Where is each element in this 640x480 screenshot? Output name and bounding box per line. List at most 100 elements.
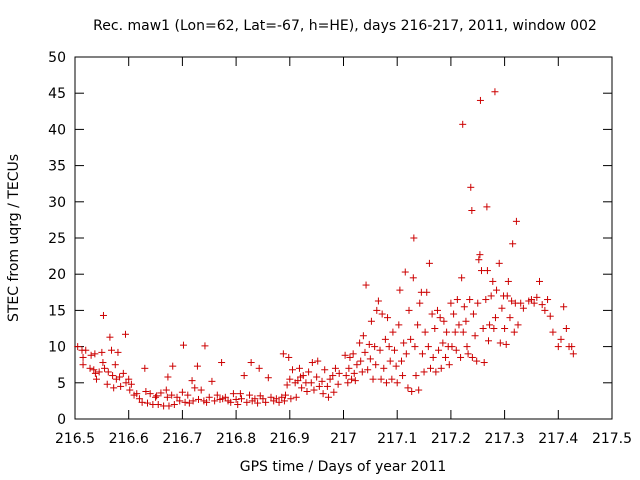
data-point — [447, 299, 455, 307]
data-point — [509, 240, 517, 248]
data-point — [162, 386, 170, 394]
data-point — [178, 388, 186, 396]
data-point — [568, 343, 576, 351]
data-point — [321, 366, 329, 374]
data-point — [463, 343, 471, 351]
data-point — [334, 380, 342, 388]
data-point — [364, 366, 372, 374]
data-point — [464, 350, 472, 358]
data-point — [404, 384, 412, 392]
data-point — [341, 351, 349, 359]
data-point — [384, 314, 392, 322]
data-point — [138, 398, 146, 406]
data-point — [305, 368, 313, 376]
data-point — [101, 364, 109, 372]
y-tick-label: 20 — [48, 267, 66, 283]
data-point — [92, 375, 100, 383]
data-point — [391, 346, 399, 354]
data-point — [544, 296, 552, 304]
y-axis: 0 5 10 15 20 25 30 35 40 45 50 — [48, 50, 612, 428]
data-point — [173, 393, 181, 401]
data-point — [490, 325, 498, 332]
data-point — [189, 397, 197, 405]
data-point — [221, 393, 229, 401]
x-tick-label: 217 — [330, 431, 357, 447]
data-point — [372, 361, 380, 369]
y-tick-label: 50 — [48, 50, 66, 66]
data-point — [313, 373, 321, 381]
data-point — [259, 395, 267, 403]
data-point — [345, 364, 353, 372]
data-point — [127, 380, 135, 388]
data-point — [487, 292, 495, 300]
x-tick-label: 216.7 — [162, 431, 202, 447]
data-point — [569, 350, 577, 358]
data-point — [99, 359, 107, 367]
data-point — [350, 369, 358, 377]
data-point — [303, 387, 311, 395]
data-point — [388, 375, 396, 383]
data-point — [278, 393, 286, 401]
y-tick-label: 45 — [48, 86, 66, 102]
data-point — [474, 299, 482, 307]
data-point — [213, 391, 221, 399]
data-point — [205, 393, 213, 401]
data-point — [407, 335, 415, 343]
y-tick-label: 0 — [57, 412, 66, 428]
data-point — [462, 317, 470, 325]
data-point — [451, 328, 459, 336]
data-point — [486, 321, 494, 329]
data-point — [299, 372, 307, 380]
data-point — [104, 368, 112, 376]
data-point — [229, 390, 237, 398]
data-point — [506, 314, 514, 322]
data-point — [91, 350, 99, 358]
data-point — [467, 183, 475, 191]
data-point — [560, 303, 568, 311]
data-point — [153, 392, 161, 400]
data-point — [455, 321, 463, 329]
data-point — [141, 364, 149, 372]
data-point — [283, 381, 291, 389]
data-point — [179, 341, 187, 349]
data-point — [385, 343, 393, 351]
data-point — [211, 397, 219, 405]
data-point — [86, 364, 94, 372]
data-point — [116, 373, 124, 381]
x-tick-label: 216.8 — [216, 431, 256, 447]
data-point — [415, 386, 423, 394]
data-point — [510, 328, 518, 336]
data-point — [431, 325, 439, 332]
data-point — [483, 267, 491, 275]
data-point — [234, 401, 242, 409]
data-point — [344, 379, 352, 387]
data-point — [170, 401, 178, 409]
x-tick-label: 217.3 — [485, 431, 525, 447]
data-point — [143, 399, 151, 407]
data-point — [530, 299, 538, 307]
data-point — [491, 88, 499, 96]
data-point — [164, 373, 172, 381]
data-point — [479, 325, 487, 332]
data-point — [358, 368, 366, 376]
data-point — [408, 387, 416, 395]
data-point — [426, 364, 434, 372]
data-point — [335, 369, 343, 377]
data-point — [460, 303, 468, 311]
data-point — [287, 395, 295, 403]
data-point — [351, 377, 359, 385]
data-point — [348, 375, 356, 383]
data-point — [169, 362, 177, 370]
data-point — [442, 353, 450, 361]
data-point — [425, 259, 433, 267]
data-point — [483, 203, 491, 211]
data-point — [536, 277, 544, 285]
data-point — [366, 355, 374, 363]
data-point — [450, 310, 458, 318]
x-tick-label: 217.4 — [538, 431, 578, 447]
data-point — [416, 299, 424, 307]
data-point — [512, 217, 520, 225]
data-point — [420, 368, 428, 376]
y-axis-label: STEC from uqrg / TECUs — [6, 154, 22, 322]
data-point — [371, 343, 379, 351]
